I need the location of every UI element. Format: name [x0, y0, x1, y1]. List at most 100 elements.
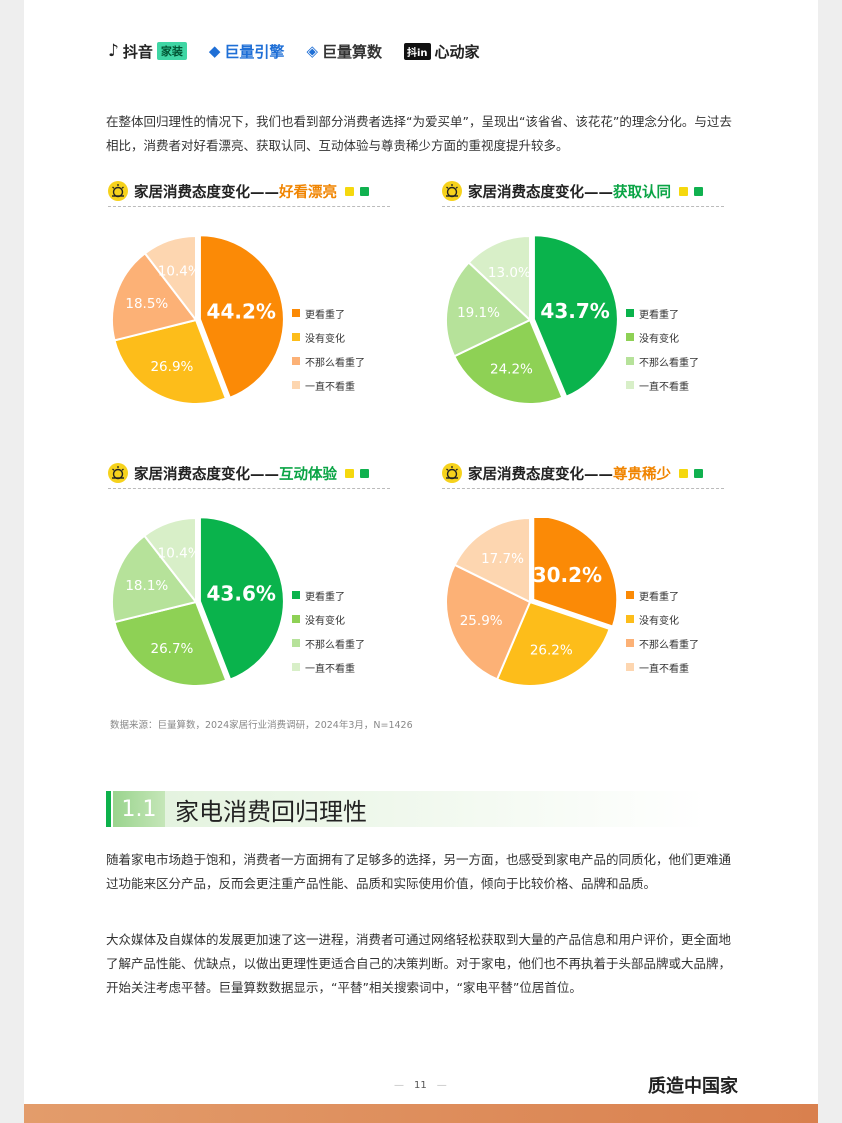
pie-slice-label: 26.2% — [530, 643, 573, 659]
pie-chart: 43.6% 26.7% 18.1% 10.4% — [111, 518, 285, 687]
xindongjia-text: 心动家 — [434, 42, 480, 61]
chart-title-highlight: 好看漂亮 — [279, 184, 337, 201]
legend-swatch — [292, 381, 300, 389]
logo-bar: ♪ 抖音 家装 ◆ 巨量引擎 ◈ 巨量算数 抖in 心动家 — [108, 36, 480, 66]
douyin-logo-tag: 家装 — [156, 42, 187, 60]
yellow-square-icon — [345, 186, 354, 196]
juliang-suanshu-logo: ◈ 巨量算数 — [306, 41, 382, 62]
legend-label: 更看重了 — [305, 591, 345, 603]
pie-slice-label: 19.1% — [457, 305, 500, 321]
legend-item: 没有变化 — [626, 607, 699, 631]
pie-slice — [198, 518, 285, 681]
pie-chart: 30.2% 26.2% 25.9% 17.7% — [445, 518, 619, 687]
legend-label: 没有变化 — [305, 615, 345, 627]
pie-slice — [111, 251, 198, 342]
xindongjia-logo: 抖in 心动家 — [404, 41, 480, 62]
legend-label: 不那么看重了 — [639, 357, 699, 369]
legend-label: 没有变化 — [639, 615, 679, 627]
chart-title: 家居消费态度变化—— 好看漂亮 — [108, 176, 390, 207]
legend-item: 一直不看重 — [292, 373, 365, 397]
pie-slice — [467, 236, 531, 323]
green-square-icon — [360, 468, 369, 478]
xindongjia-box: 抖in — [404, 42, 431, 60]
section-title: 家电消费回归理性 — [165, 791, 706, 827]
pie-slice — [532, 518, 619, 628]
legend-label: 不那么看重了 — [305, 639, 365, 651]
juliang-engine-logo: ◆ 巨量引擎 — [209, 41, 285, 62]
legend-item: 不那么看重了 — [626, 349, 699, 373]
green-square-icon — [360, 186, 369, 196]
legend-swatch — [292, 309, 300, 317]
legend-swatch — [292, 333, 300, 341]
pie-slice-label: 26.9% — [150, 359, 193, 375]
legend-swatch — [292, 357, 300, 365]
legend-swatch — [292, 663, 300, 671]
pie-slice-label: 18.5% — [125, 296, 168, 312]
legend-swatch — [626, 357, 634, 365]
sun-badge-icon — [442, 181, 462, 201]
pie-slice — [532, 236, 619, 399]
pie-slice-label: 17.7% — [481, 551, 524, 567]
sun-badge-icon — [108, 181, 128, 201]
chart-legend: 更看重了没有变化不那么看重了一直不看重 — [292, 301, 365, 397]
legend-swatch — [292, 615, 300, 623]
pie-slice-label: 13.0% — [488, 265, 531, 281]
legend-label: 一直不看重 — [305, 381, 355, 393]
legend-item: 一直不看重 — [626, 655, 699, 679]
legend-item: 一直不看重 — [626, 373, 699, 397]
legend-swatch — [626, 333, 634, 341]
legend-swatch — [626, 663, 634, 671]
pie-slice — [113, 600, 228, 687]
legend-swatch — [292, 591, 300, 599]
legend-item: 没有变化 — [292, 325, 365, 349]
chart-title: 家居消费态度变化—— 尊贵稀少 — [442, 458, 724, 489]
yellow-square-icon — [679, 186, 688, 196]
pie-slice-label: 43.7% — [540, 299, 609, 323]
body-paragraph-2: 大众媒体及自媒体的发展更加速了这一进程，消费者可通过网络轻松获取到大量的产品信息… — [106, 932, 732, 995]
legend-label: 不那么看重了 — [639, 639, 699, 651]
legend-swatch — [626, 615, 634, 623]
pie-chart: 43.7% 24.2% 19.1% 13.0% — [445, 236, 619, 405]
legend-label: 没有变化 — [305, 333, 345, 345]
juliang-engine-icon: ◆ — [208, 42, 221, 60]
pie-slice-label: 10.4% — [158, 546, 201, 562]
data-source-note: 数据来源：巨量算数，2024家居行业消费调研，2024年3月，N=1426 — [110, 720, 413, 731]
sun-badge-icon — [442, 463, 462, 483]
sun-badge-icon — [108, 463, 128, 483]
juliang-suanshu-icon: ◈ — [306, 42, 318, 60]
chart-title: 家居消费态度变化—— 互动体验 — [108, 458, 390, 489]
legend-swatch — [626, 639, 634, 647]
yellow-square-icon — [679, 468, 688, 478]
legend-item: 不那么看重了 — [292, 349, 365, 373]
yellow-square-icon — [345, 468, 354, 478]
legend-swatch — [626, 381, 634, 389]
legend-label: 更看重了 — [639, 309, 679, 321]
pie-slice — [453, 518, 531, 604]
legend-label: 更看重了 — [639, 591, 679, 603]
chart-title: 家居消费态度变化—— 获取认同 — [442, 176, 724, 207]
chart-title-prefix: 家居消费态度变化—— — [468, 184, 613, 201]
pie-slice-label: 18.1% — [125, 578, 168, 594]
douyin-note-icon: ♪ — [108, 41, 119, 61]
pie-chart-block: 家居消费态度变化—— 获取认同 43.7% 24.2% 19.1% 13.0% 更看重了 没有… — [442, 176, 732, 426]
chart-title-prefix: 家居消费态度变化—— — [468, 466, 613, 483]
legend-swatch — [626, 309, 634, 317]
pie-chart: 44.2% 26.9% 18.5% 10.4% — [111, 236, 285, 405]
chart-title-prefix: 家居消费态度变化—— — [134, 466, 279, 483]
legend-label: 一直不看重 — [305, 663, 355, 675]
pie-slice-label: 25.9% — [460, 613, 503, 629]
chart-title-highlight: 互动体验 — [279, 466, 337, 483]
pie-slice — [495, 600, 611, 687]
legend-item: 没有变化 — [626, 325, 699, 349]
pie-slice — [113, 318, 228, 405]
pie-slice-label: 43.6% — [207, 582, 276, 606]
chart-title-highlight: 尊贵稀少 — [613, 466, 671, 483]
juliang-engine-text: 巨量引擎 — [224, 42, 285, 61]
chart-title-prefix: 家居消费态度变化—— — [134, 184, 279, 201]
legend-label: 更看重了 — [305, 309, 345, 321]
legend-item: 一直不看重 — [292, 655, 365, 679]
legend-swatch — [292, 639, 300, 647]
pie-slice-label: 26.7% — [150, 641, 193, 657]
pie-slice — [445, 563, 532, 681]
legend-label: 没有变化 — [639, 333, 679, 345]
